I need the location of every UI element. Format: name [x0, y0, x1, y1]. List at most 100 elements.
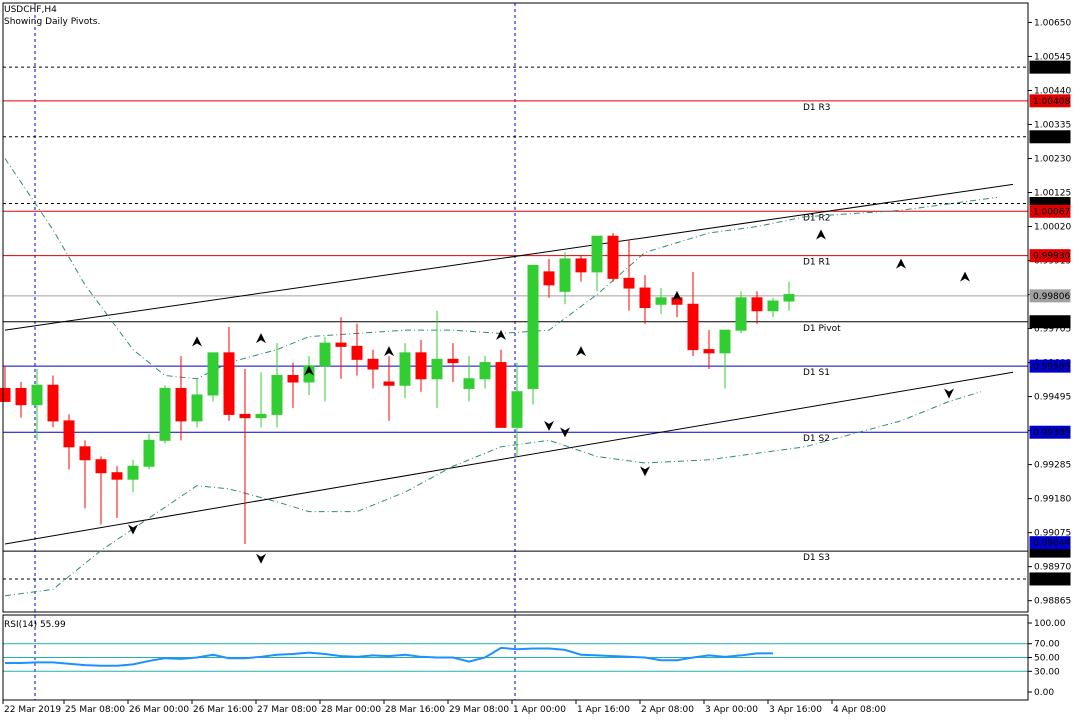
pivot-level-tag-box [1029, 315, 1071, 329]
pivot-level-tag: 1.00408 [1033, 97, 1070, 107]
candle-body [639, 287, 651, 309]
candle-body [399, 352, 411, 386]
candle-body [319, 342, 331, 367]
candle-body [31, 384, 43, 406]
pivot-level-tag-box [1029, 94, 1071, 108]
pivot-level-tag-box [1029, 204, 1071, 218]
fractal-down-marker [256, 553, 266, 564]
trendline [4, 371, 1014, 545]
rsi-label: RSI(14) 55.99 [4, 620, 66, 630]
pivot-level-tag-box [1029, 359, 1071, 373]
fractal-down-marker [560, 427, 570, 438]
extra-tag-box [1029, 536, 1071, 550]
trendline [4, 183, 1014, 331]
candle-body [79, 446, 91, 461]
price-tick-label: 0.99075 [1034, 529, 1071, 539]
candle-body [703, 349, 715, 354]
bid-tag: 0.99806 [1033, 292, 1070, 302]
candle-body [543, 271, 555, 286]
candle-body [447, 358, 459, 364]
price-tick-label: 0.99495 [1034, 393, 1071, 403]
fractal-up-marker [304, 365, 314, 376]
fractal-up-marker [496, 329, 506, 340]
candle-body [239, 413, 251, 419]
pivot-level-label: D1 S1 [803, 368, 830, 378]
dashed-level-tag: 1.00512 [1033, 63, 1070, 73]
bid-tag-box [1029, 289, 1071, 303]
rsi-tick-label: 30.00 [1034, 667, 1060, 677]
time-tick-label: 1 Apr 00:00 [513, 705, 566, 715]
candle-body [255, 413, 267, 419]
dashed-level-tag: 1.00091 [1033, 200, 1070, 210]
pivot-level-tag: 0.99930 [1033, 252, 1070, 262]
candle-body [0, 387, 11, 402]
candle-body [415, 352, 427, 380]
rsi-tick-label: 0.00 [1034, 688, 1054, 698]
time-tick-label: 25 Mar 08:00 [65, 705, 125, 715]
time-tick-label: 26 Mar 16:00 [193, 705, 253, 715]
candle-body [591, 235, 603, 273]
pivot-level-tag-box [1029, 425, 1071, 439]
price-tick-label: 1.00020 [1034, 223, 1071, 233]
fractal-up-marker [384, 346, 394, 357]
pivot-level-label: D1 R2 [803, 213, 831, 223]
candle-body [111, 472, 123, 480]
price-tick-label: 1.00440 [1034, 86, 1071, 96]
candle-body [207, 352, 219, 396]
candle-body [463, 378, 475, 389]
price-tick-label: 0.99705 [1034, 325, 1071, 335]
pivot-level-tag: 0.99726 [1033, 318, 1070, 328]
price-tick-label: 0.99285 [1034, 461, 1071, 471]
candles [0, 232, 795, 544]
price-tick-label: 1.00125 [1034, 189, 1071, 199]
price-tick-label: 0.98970 [1034, 563, 1071, 573]
candle-body [175, 387, 187, 422]
candle-body [751, 297, 763, 312]
candle-body [95, 459, 107, 474]
envelope-lower [4, 391, 982, 597]
time-tick-label: 27 Mar 08:00 [257, 705, 317, 715]
candle-body [575, 258, 587, 273]
grid-layer [34, 3, 516, 700]
pivot-level-tag-box [1029, 249, 1071, 263]
candle-body [383, 381, 395, 386]
candle-body [527, 264, 539, 389]
price-tick-label: 1.00545 [1034, 52, 1071, 62]
fractal-up-marker [896, 258, 906, 269]
envelope-bands [4, 158, 998, 597]
fractal-up-marker [960, 271, 970, 282]
pivot-level-label: D1 Pivot [803, 324, 841, 334]
candle-body [655, 297, 667, 305]
time-tick-label: 3 Apr 16:00 [769, 705, 822, 715]
candle-body [159, 387, 171, 441]
fractal-up-marker [192, 336, 202, 347]
candle-body [351, 345, 363, 360]
time-tick-label: 26 Mar 00:00 [129, 705, 189, 715]
pivot-level-label: D1 R1 [803, 258, 831, 268]
dashed-level-tag-box [1029, 572, 1071, 586]
price-tick-label: 0.99180 [1034, 495, 1071, 505]
main-frame [2, 2, 1029, 613]
rsi-tick-label: 100.00 [1034, 619, 1066, 629]
fractal-up-marker [816, 229, 826, 240]
dashed-level-tag-box [1029, 60, 1071, 74]
candle-body [607, 235, 619, 279]
candle-body [767, 300, 779, 312]
candle-body [559, 258, 571, 292]
candle-body [783, 294, 795, 302]
pivot-level-tag: 0.99018 [1033, 547, 1070, 557]
candle-body [511, 391, 523, 428]
candle-body [127, 465, 139, 480]
rsi-frame [2, 614, 1029, 701]
trendlines [4, 183, 1014, 545]
candle-body [719, 329, 731, 354]
candle-body [223, 352, 235, 415]
fractal-up-marker [672, 291, 682, 302]
candle-body [143, 439, 155, 467]
fractal-down-marker [544, 420, 554, 431]
time-tick-label: 3 Apr 00:00 [705, 705, 758, 715]
candle-body [479, 362, 491, 380]
candle-body [367, 358, 379, 370]
